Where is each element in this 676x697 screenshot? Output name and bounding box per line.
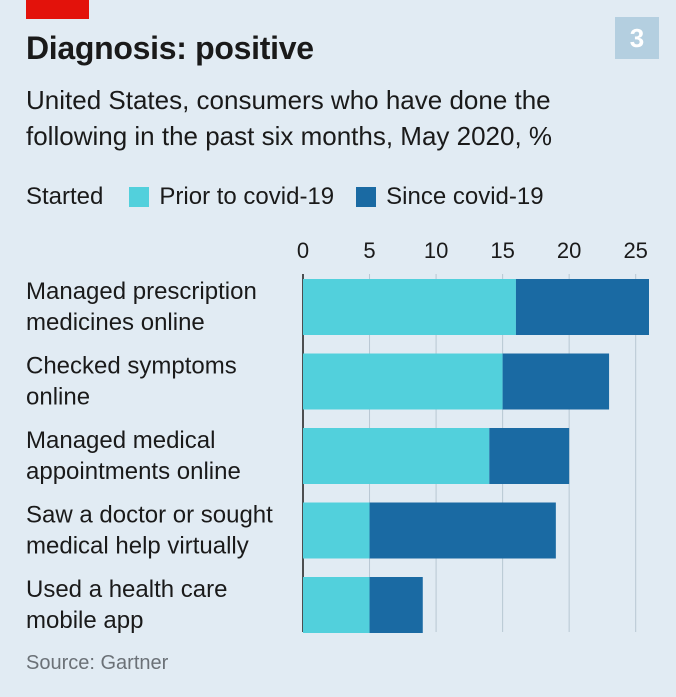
- bar-since-0: [515, 279, 649, 335]
- legend-swatch-prior: [129, 187, 150, 207]
- category-label-1: Checked symptoms online: [26, 353, 237, 411]
- x-tick-label-15: 15: [490, 238, 514, 263]
- legend-label-since: Since covid-19: [386, 183, 544, 210]
- legend-swatch-since: [356, 187, 377, 207]
- red-tag-decoration: [26, 0, 89, 19]
- bar-prior-2: [303, 428, 490, 484]
- legend: Started Prior to covid-19 Since covid-19: [26, 180, 566, 214]
- bar-since-1: [502, 353, 610, 410]
- source-note: Source: Gartner: [26, 652, 169, 674]
- bar-since-4: [369, 577, 423, 633]
- bar-prior-3: [303, 502, 370, 559]
- bar-chart: 0 5 10 15 20 25 Managed prescription medicines …: [0, 230, 676, 640]
- category-label-3: Saw a doctor or sought medical help virtu…: [26, 502, 273, 560]
- bar-since-3: [369, 502, 556, 559]
- x-tick-label-20: 20: [557, 238, 581, 263]
- category-label-2: Managed medical appointments online: [26, 427, 241, 485]
- chart-subtitle: United States, consumers who have done t…: [26, 85, 553, 151]
- chart-number-badge: 3: [615, 17, 659, 59]
- category-label-0: Managed prescription medicines online: [26, 278, 257, 336]
- legend-title: Started: [26, 183, 104, 210]
- x-tick-label-5: 5: [363, 238, 375, 263]
- category-label-4: Used a health care mobile app: [26, 576, 227, 634]
- bar-prior-1: [303, 353, 503, 410]
- legend-label-prior: Prior to covid-19: [159, 183, 335, 210]
- x-tick-label-0: 0: [297, 238, 309, 263]
- bar-since-2: [489, 428, 570, 484]
- chart-title: Diagnosis: positive: [26, 30, 314, 66]
- legend-item-prior: Prior to covid-19: [129, 183, 334, 211]
- x-tick-label-25: 25: [623, 238, 647, 263]
- bar-chart-svg: 0 5 10 15 20 25 Managed prescription medicines …: [26, 238, 649, 634]
- legend-item-since: Since covid-19: [356, 183, 544, 211]
- bar-prior-4: [303, 577, 370, 633]
- x-tick-label-10: 10: [424, 238, 448, 263]
- bar-prior-0: [303, 279, 516, 335]
